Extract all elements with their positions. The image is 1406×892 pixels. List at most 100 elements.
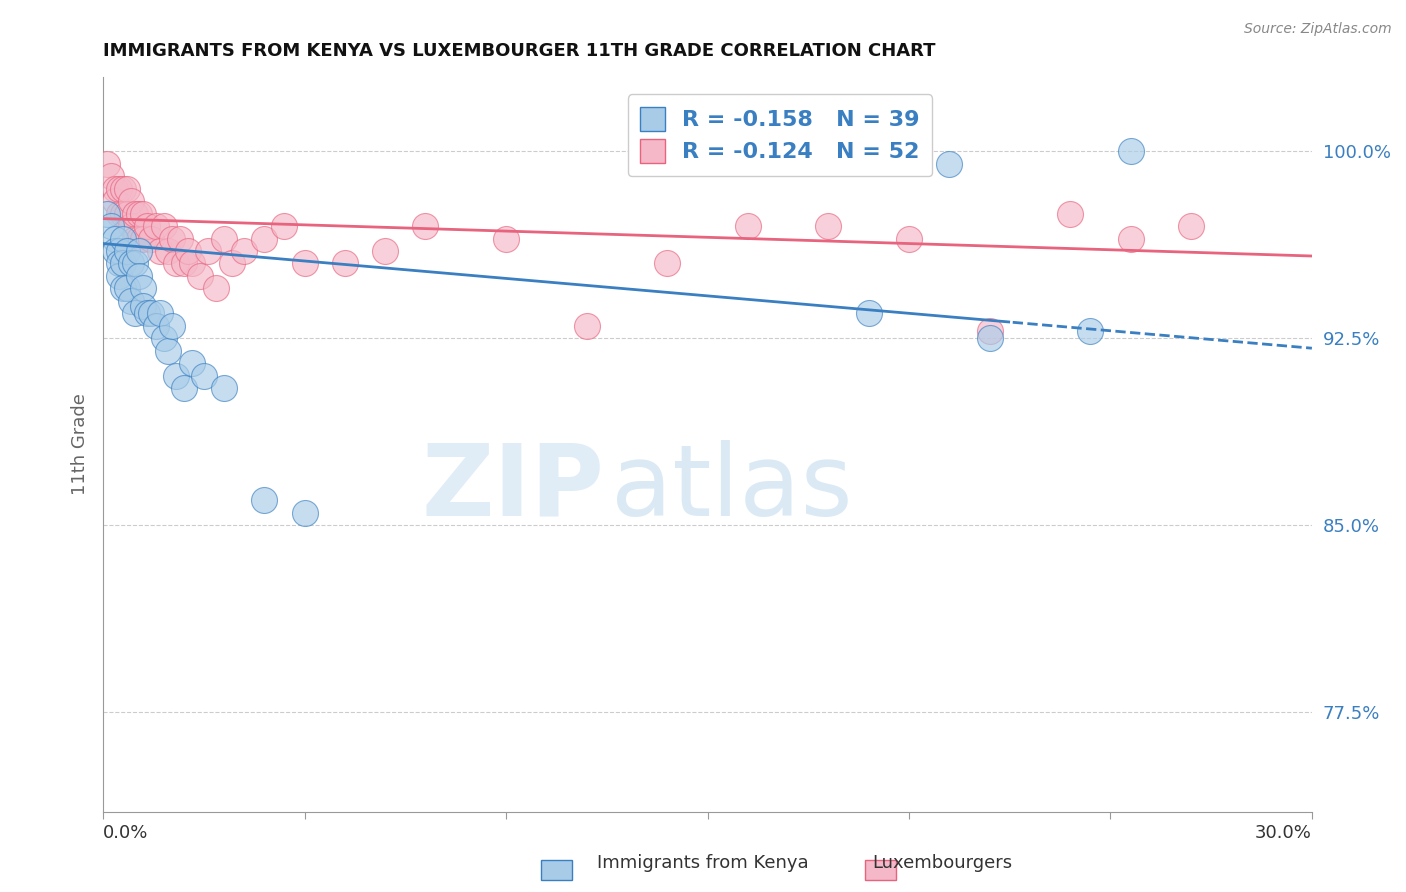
Point <box>1059 207 1081 221</box>
Point <box>112 207 135 221</box>
Point <box>104 182 127 196</box>
Point <box>212 231 235 245</box>
Text: Immigrants from Kenya: Immigrants from Kenya <box>598 855 808 872</box>
Point <box>96 207 118 221</box>
Point <box>104 231 127 245</box>
Point <box>112 281 135 295</box>
Point <box>165 368 187 383</box>
Point <box>657 256 679 270</box>
Point <box>165 256 187 270</box>
Point <box>212 381 235 395</box>
Point <box>108 256 131 270</box>
Point <box>1078 324 1101 338</box>
Point <box>333 256 356 270</box>
Point <box>100 169 122 184</box>
Point <box>128 244 150 258</box>
Point <box>120 256 142 270</box>
Text: 30.0%: 30.0% <box>1256 824 1312 842</box>
Point <box>897 231 920 245</box>
Point <box>180 356 202 370</box>
Point <box>104 194 127 209</box>
Point <box>273 219 295 233</box>
Point <box>294 506 316 520</box>
Point <box>141 231 163 245</box>
Point <box>858 306 880 320</box>
Text: IMMIGRANTS FROM KENYA VS LUXEMBOURGER 11TH GRADE CORRELATION CHART: IMMIGRANTS FROM KENYA VS LUXEMBOURGER 11… <box>103 42 935 60</box>
Point <box>221 256 243 270</box>
Point <box>128 268 150 283</box>
Point <box>112 231 135 245</box>
Point <box>124 306 146 320</box>
Point <box>120 219 142 233</box>
Text: atlas: atlas <box>610 440 852 537</box>
Point <box>117 281 139 295</box>
Point <box>817 219 839 233</box>
Point <box>253 231 276 245</box>
Text: ZIP: ZIP <box>422 440 605 537</box>
Text: Luxembourgers: Luxembourgers <box>872 855 1012 872</box>
Point <box>938 157 960 171</box>
Point <box>737 219 759 233</box>
Point <box>132 299 155 313</box>
Point <box>124 256 146 270</box>
Text: 0.0%: 0.0% <box>103 824 149 842</box>
Point <box>160 231 183 245</box>
Point <box>124 207 146 221</box>
Point <box>233 244 256 258</box>
Point <box>152 331 174 345</box>
Point <box>120 194 142 209</box>
Point <box>124 231 146 245</box>
Point <box>575 318 598 333</box>
Point <box>495 231 517 245</box>
Point <box>128 231 150 245</box>
Point <box>112 256 135 270</box>
Point <box>132 281 155 295</box>
Point <box>100 219 122 233</box>
Point <box>205 281 228 295</box>
Point <box>156 343 179 358</box>
Point <box>136 219 159 233</box>
Point <box>173 256 195 270</box>
Point <box>141 306 163 320</box>
Point <box>112 182 135 196</box>
Point <box>120 293 142 308</box>
Point <box>128 207 150 221</box>
Point <box>156 244 179 258</box>
Point <box>108 207 131 221</box>
Point <box>294 256 316 270</box>
Point <box>253 493 276 508</box>
Y-axis label: 11th Grade: 11th Grade <box>72 393 89 495</box>
Point <box>979 324 1001 338</box>
Point <box>145 219 167 233</box>
Point <box>117 182 139 196</box>
Point <box>145 318 167 333</box>
Point <box>152 219 174 233</box>
Point <box>197 244 219 258</box>
Point <box>148 306 170 320</box>
Point <box>173 381 195 395</box>
Point <box>96 157 118 171</box>
Point <box>108 244 131 258</box>
Point <box>104 244 127 258</box>
Point <box>415 219 437 233</box>
Text: Source: ZipAtlas.com: Source: ZipAtlas.com <box>1244 22 1392 37</box>
Point <box>1180 219 1202 233</box>
Point <box>1119 145 1142 159</box>
Point <box>132 231 155 245</box>
Point <box>169 231 191 245</box>
Point <box>136 306 159 320</box>
Point <box>188 268 211 283</box>
Point <box>177 244 200 258</box>
Point <box>148 244 170 258</box>
Point <box>160 318 183 333</box>
Point <box>108 268 131 283</box>
Point <box>374 244 396 258</box>
Point <box>108 182 131 196</box>
Point <box>1119 231 1142 245</box>
Point <box>132 207 155 221</box>
Point <box>117 207 139 221</box>
Point <box>979 331 1001 345</box>
Legend: R = -0.158   N = 39, R = -0.124   N = 52: R = -0.158 N = 39, R = -0.124 N = 52 <box>628 95 932 176</box>
Point <box>193 368 215 383</box>
Point <box>117 244 139 258</box>
